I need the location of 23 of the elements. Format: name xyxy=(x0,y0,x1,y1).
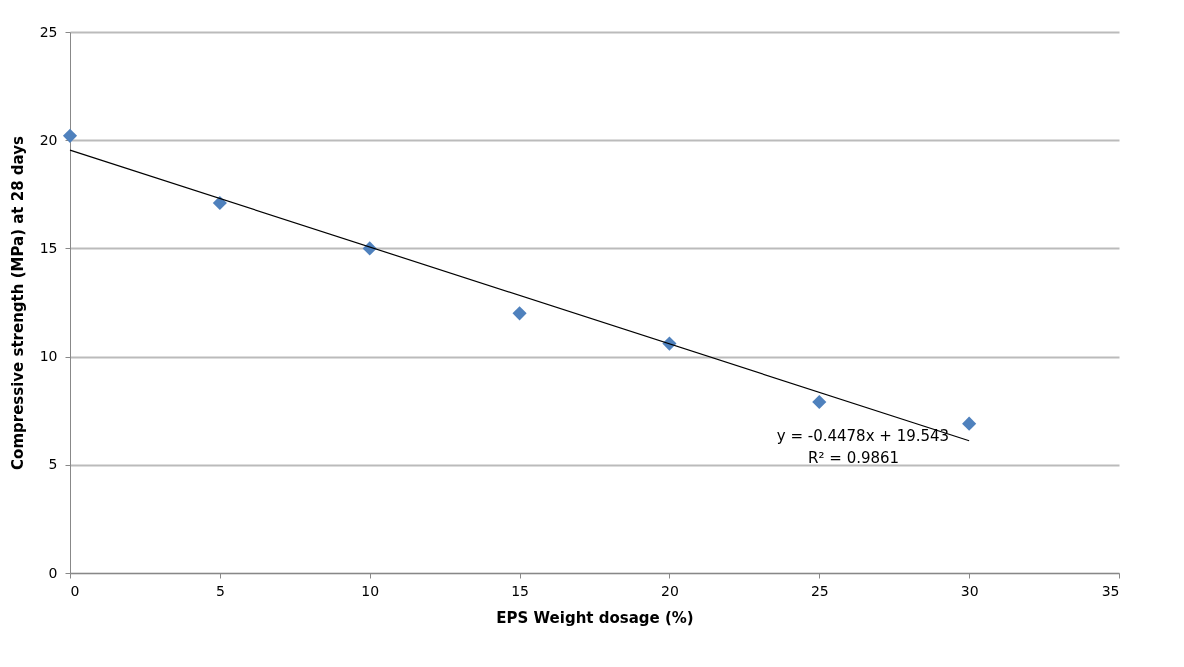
point xyxy=(812,394,827,410)
y-tick-label: 0 xyxy=(48,564,58,581)
y-tick-label: 15 xyxy=(39,239,58,256)
y-tick-label: 20 xyxy=(39,131,58,148)
x-tick-label: 35 xyxy=(1101,582,1120,599)
point xyxy=(212,195,227,211)
x-tick-label: 15 xyxy=(511,582,529,599)
y-axis-title: Compressive strength (MPa) at 28 days xyxy=(8,136,27,470)
x-axis-title: EPS Weight dosage (%) xyxy=(496,608,694,627)
x-tick-label: 20 xyxy=(661,582,679,599)
x-tick-label: 30 xyxy=(960,582,979,599)
point xyxy=(512,306,527,321)
annotation: R² = 0.9861 xyxy=(808,448,900,467)
point xyxy=(962,416,977,431)
y-tick-label: 5 xyxy=(48,456,58,473)
y-tick-label: 25 xyxy=(39,23,58,40)
x-tick-label: 0 xyxy=(70,582,80,599)
annotation: y = -0.4478x + 19.543 xyxy=(776,426,950,445)
x-tick-label: 5 xyxy=(215,582,225,599)
x-tick-label: 10 xyxy=(361,582,380,599)
point xyxy=(62,128,78,143)
x-tick-label: 25 xyxy=(810,582,829,599)
y-tick-label: 10 xyxy=(39,348,58,365)
